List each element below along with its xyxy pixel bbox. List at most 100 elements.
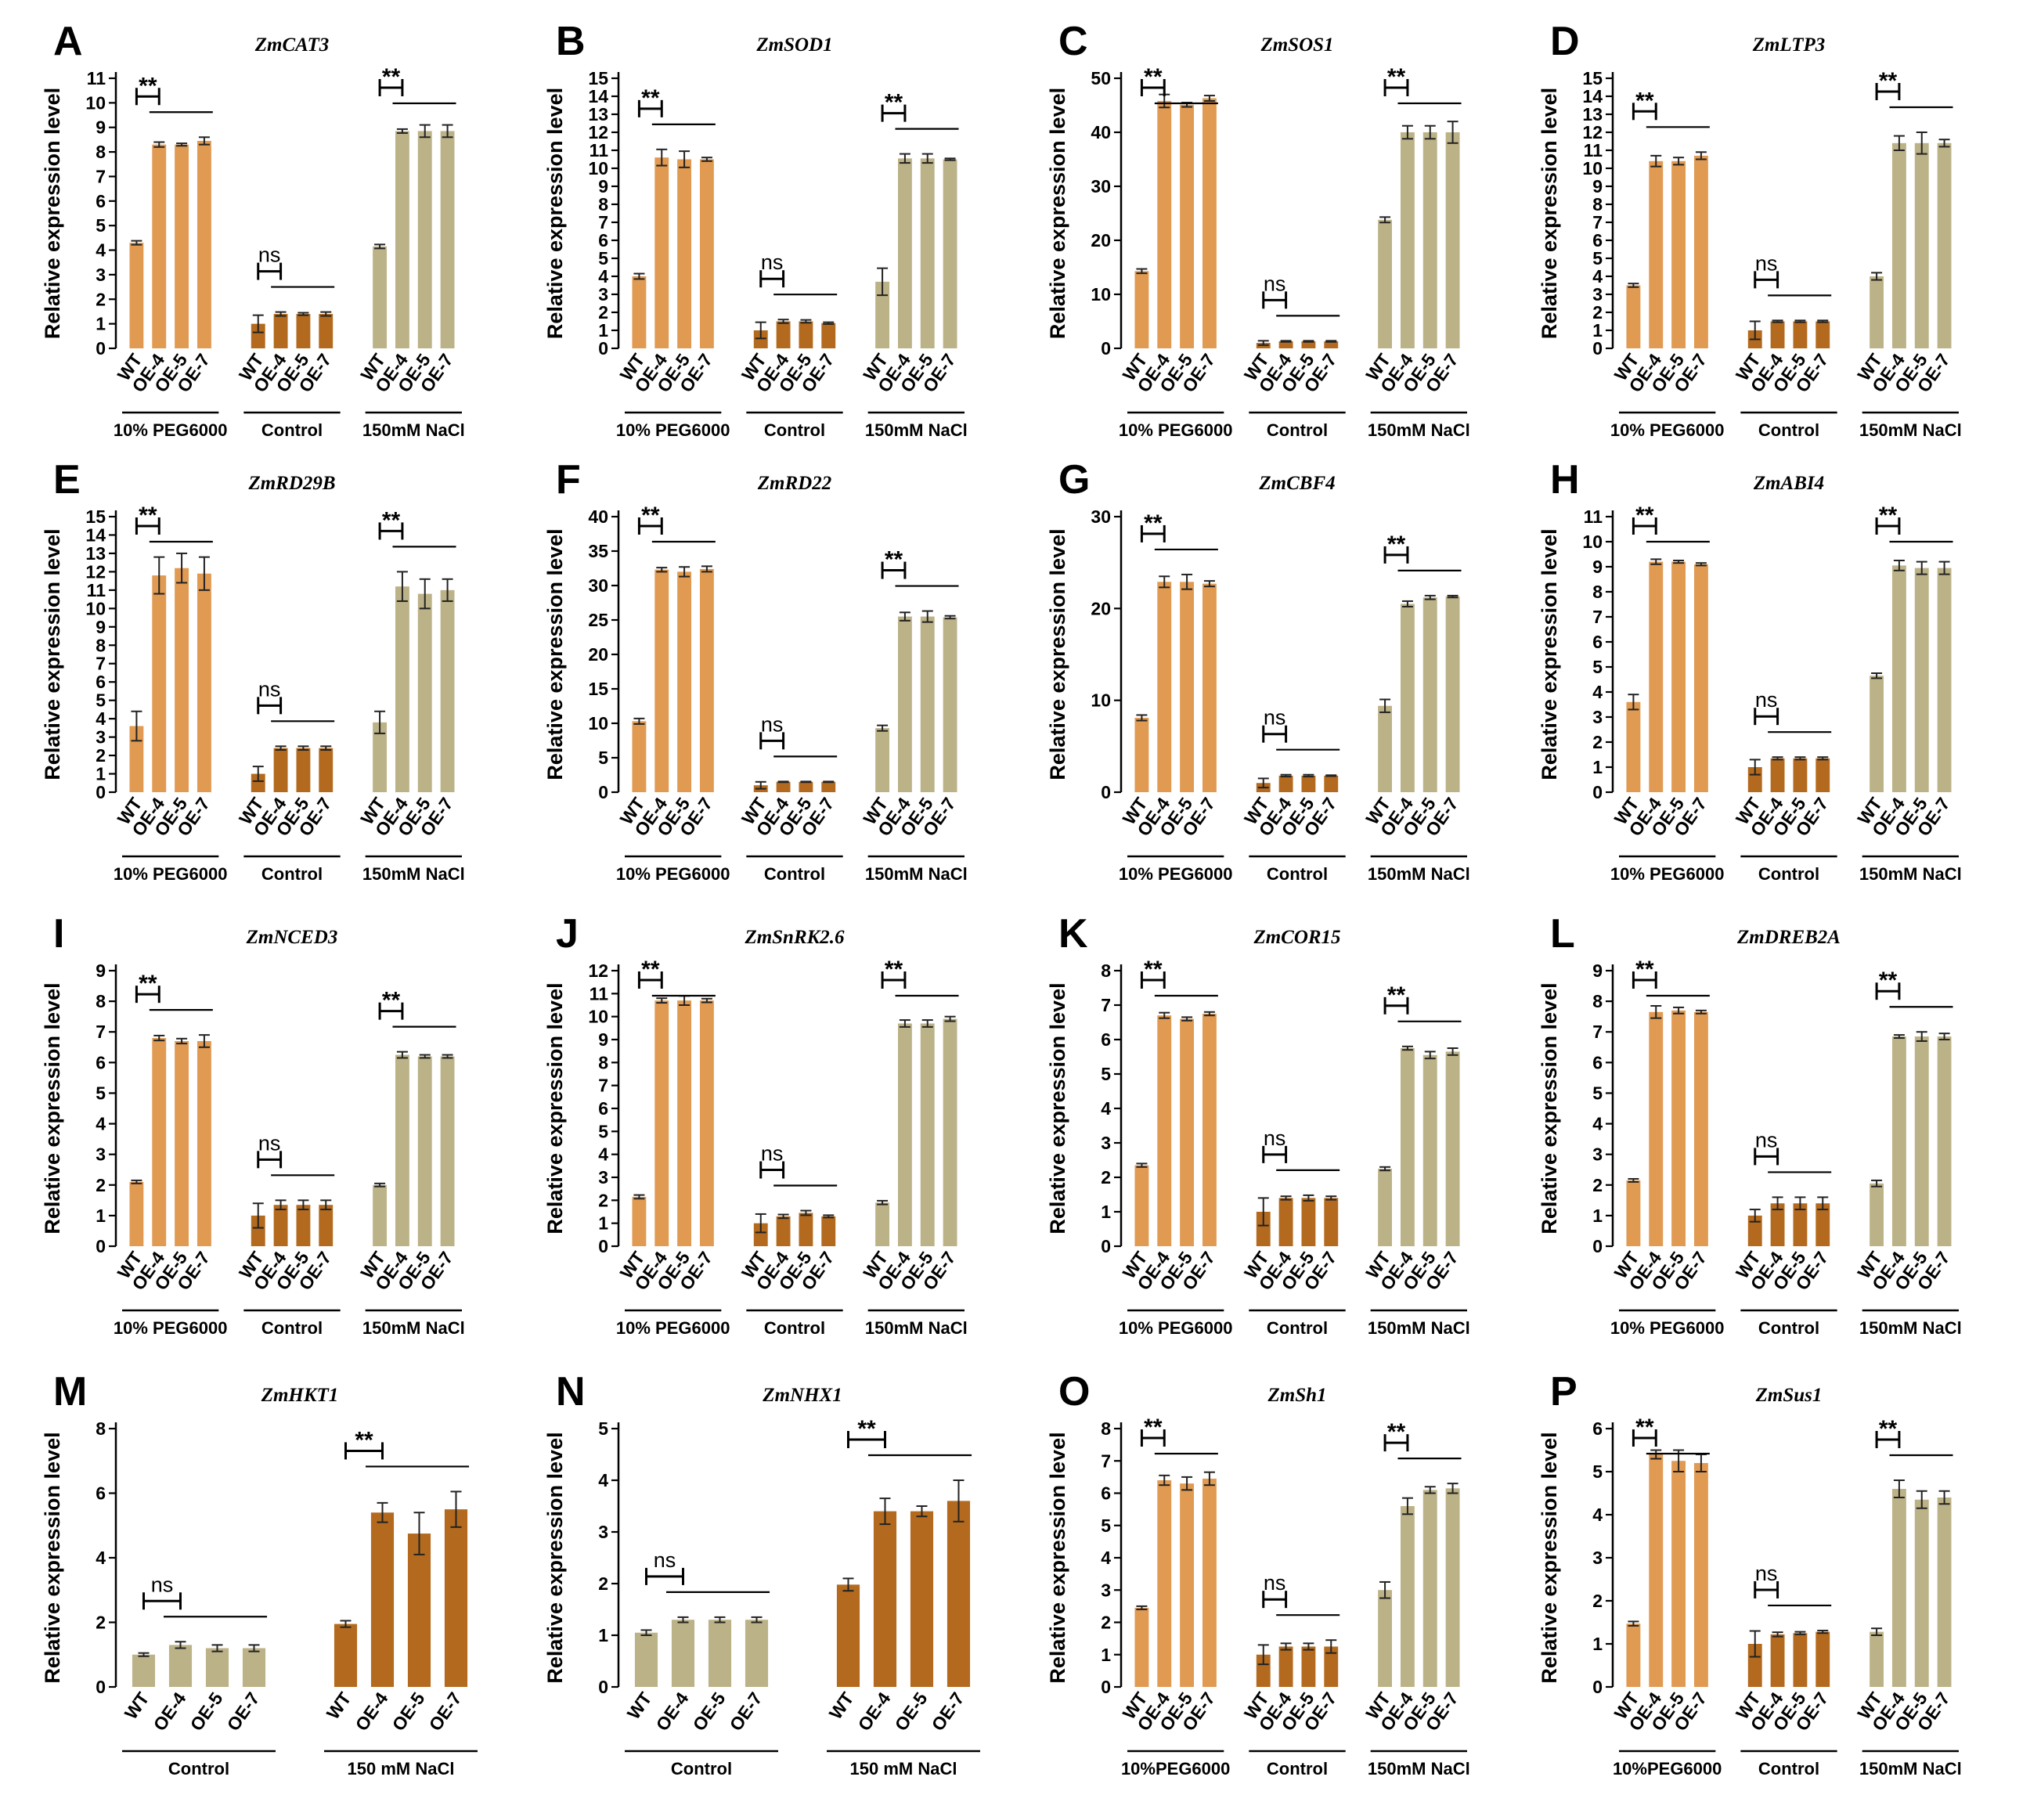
y-tick-label: 6 [1592, 1418, 1603, 1439]
y-tick-label: 13 [85, 543, 106, 564]
bar [444, 1509, 468, 1687]
bar [1445, 1051, 1460, 1246]
y-tick-label: 6 [96, 672, 106, 692]
bar [1400, 604, 1415, 792]
bar [197, 573, 211, 792]
group-label: Control [1758, 864, 1819, 884]
bar [1937, 568, 1952, 792]
y-tick-label: 7 [1592, 1022, 1603, 1042]
gene-title: ZmABI4 [1753, 473, 1824, 494]
bar [943, 1018, 957, 1246]
group-label: 10% PEG6000 [616, 1318, 730, 1338]
y-tick-label: 10 [1091, 690, 1111, 711]
y-tick-label: 15 [85, 506, 106, 527]
bar [1422, 132, 1437, 348]
y-tick-label: 12 [1582, 122, 1603, 142]
bar [821, 323, 836, 348]
significance-label: ** [1144, 1415, 1163, 1440]
bar [654, 569, 669, 792]
y-tick-label: 4 [598, 1144, 608, 1165]
bar [1815, 321, 1830, 348]
significance-label: ** [1879, 68, 1898, 94]
bar [699, 568, 714, 792]
bar [1400, 1506, 1415, 1687]
y-tick-label: 5 [1101, 1515, 1111, 1536]
significance-label: ** [641, 503, 660, 528]
group-label: 10% PEG6000 [1610, 864, 1725, 884]
bar [1649, 160, 1664, 348]
y-tick-label: 3 [1592, 1548, 1603, 1568]
bar [1202, 1014, 1217, 1246]
bar [1400, 1048, 1415, 1246]
y-tick-label: 2 [96, 1175, 106, 1195]
bar [1180, 104, 1195, 348]
bar [1770, 1203, 1785, 1246]
y-tick-label: 6 [1592, 1052, 1603, 1072]
group-label: 10% PEG6000 [1119, 1318, 1233, 1338]
category-label: OE-4 [854, 1688, 895, 1735]
y-tick-label: 8 [1592, 582, 1603, 602]
group-label: 150mM NaCl [865, 864, 968, 884]
group-label: 150mM NaCl [1859, 420, 1962, 440]
y-tick-label: 2 [96, 289, 106, 309]
y-tick-label: 11 [87, 68, 106, 88]
y-tick-label: 20 [588, 644, 608, 665]
y-tick-label: 3 [598, 1522, 608, 1542]
y-tick-label: 8 [96, 635, 106, 655]
y-axis-label: Relative expression level [543, 1432, 567, 1683]
panel-l: L ZmDREB2A 0 1 2 3 4 5 6 7 8 9 Relative expression l… [1538, 911, 1962, 1338]
bar [1400, 132, 1415, 348]
y-tick-label: 10 [1582, 532, 1603, 552]
bar [1301, 1198, 1316, 1246]
y-tick-label: 0 [1592, 1236, 1603, 1256]
gene-title: ZmSnRK2.6 [744, 927, 845, 948]
significance-label: ns [1264, 1571, 1286, 1595]
bar [1693, 155, 1708, 348]
bar [1626, 285, 1641, 348]
panel-letter: O [1058, 1369, 1090, 1415]
bar [753, 330, 768, 348]
bar [1770, 1634, 1785, 1687]
group-label: Control [168, 1759, 229, 1779]
y-tick-label: 11 [1584, 140, 1603, 160]
group-label: 150 mM NaCl [850, 1759, 957, 1779]
y-tick-label: 30 [1091, 506, 1111, 527]
y-tick-label: 1 [1592, 757, 1603, 777]
group-label: Control [1758, 420, 1819, 440]
bar [395, 131, 409, 348]
gene-title: ZmNHX1 [762, 1385, 842, 1406]
bar [251, 1215, 265, 1246]
y-tick-label: 4 [1101, 1098, 1111, 1119]
bar [776, 781, 791, 792]
bar [1157, 1480, 1172, 1687]
bar [129, 1181, 144, 1246]
significance-label: ** [1879, 503, 1898, 528]
category-label: OE-7 [425, 1688, 466, 1735]
bar [1324, 775, 1339, 792]
bar [440, 589, 455, 792]
y-tick-label: 5 [96, 1083, 106, 1103]
bar [1747, 767, 1762, 792]
y-tick-label: 20 [1091, 598, 1111, 618]
category-label: WT [323, 1688, 355, 1723]
bar [1891, 142, 1906, 349]
significance-label: ** [641, 957, 660, 982]
y-tick-label: 1 [96, 764, 106, 784]
significance-label: ns [258, 1131, 281, 1155]
group-label: 150mM NaCl [1368, 420, 1470, 440]
bar [417, 593, 432, 792]
y-axis-label: Relative expression level [41, 528, 64, 780]
bar [821, 1216, 836, 1246]
gene-title: ZmNCED3 [246, 927, 338, 948]
y-tick-label: 4 [598, 266, 608, 287]
significance-label: ** [1879, 1416, 1898, 1442]
bar [440, 131, 455, 348]
y-tick-label: 5 [1592, 657, 1603, 677]
significance-label: ** [139, 73, 157, 99]
y-tick-label: 8 [598, 194, 608, 214]
panel-letter: F [556, 457, 581, 503]
category-label: OE-5 [388, 1688, 429, 1735]
gene-title: ZmCAT3 [254, 34, 329, 56]
